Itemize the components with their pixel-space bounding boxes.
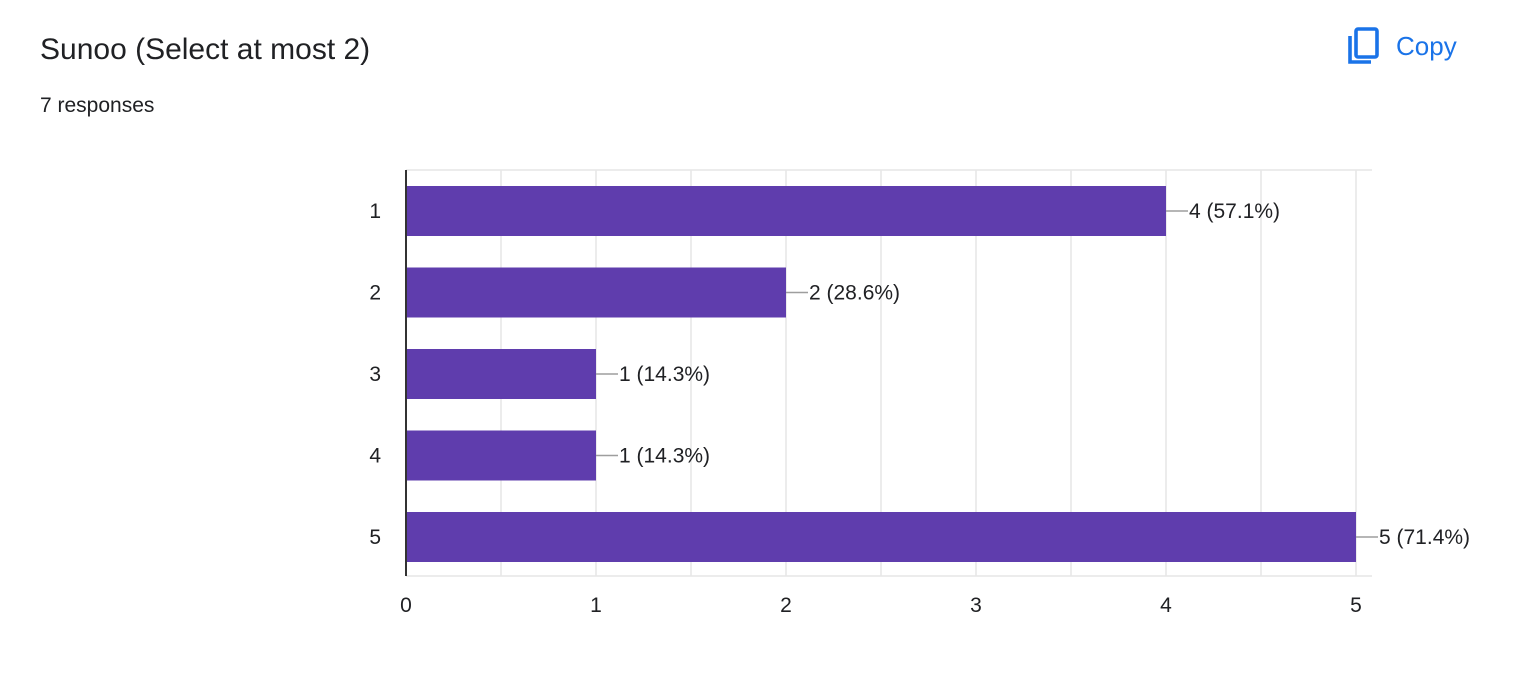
x-tick-label: 3 <box>970 594 982 617</box>
category-label: 1 <box>369 200 381 223</box>
copy-icon <box>1348 27 1379 64</box>
copy-button-label: Copy <box>1396 31 1457 61</box>
bar <box>406 430 596 481</box>
bar <box>406 186 1166 236</box>
data-label: 1 (14.3%) <box>619 445 710 468</box>
bar <box>406 267 786 318</box>
bar <box>406 512 1356 562</box>
category-label: 4 <box>369 445 381 468</box>
copy-button[interactable]: Copy <box>1334 22 1465 70</box>
x-tick-label: 0 <box>400 594 412 617</box>
data-label: 1 (14.3%) <box>619 363 710 386</box>
bar <box>406 349 596 399</box>
data-label: 5 (71.4%) <box>1379 526 1470 549</box>
x-tick-label: 1 <box>590 594 602 617</box>
category-label: 3 <box>369 363 381 386</box>
x-tick-label: 4 <box>1160 594 1172 617</box>
category-label: 2 <box>369 282 381 305</box>
data-label: 2 (28.6%) <box>809 282 900 305</box>
data-label: 4 (57.1%) <box>1189 200 1280 223</box>
x-tick-label: 5 <box>1350 594 1362 617</box>
response-count: 7 responses <box>40 94 155 117</box>
category-label: 5 <box>369 526 381 549</box>
question-title: Sunoo (Select at most 2) <box>40 33 371 66</box>
x-tick-label: 2 <box>780 594 792 617</box>
